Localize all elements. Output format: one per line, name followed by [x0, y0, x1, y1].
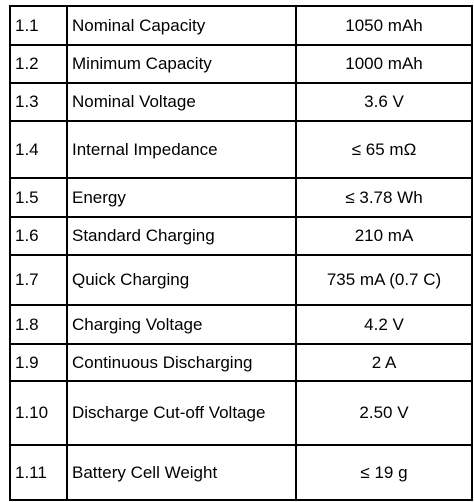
- parameter-name: Discharge Cut-off Voltage: [66, 380, 297, 446]
- item-number: 1.9: [9, 343, 68, 382]
- spec-table: 1.1 Nominal Capacity 1050 mAh 1.2 Minimum Ca…: [9, 5, 473, 501]
- table-row: 1.3 Nominal Voltage 3.6 V: [9, 82, 473, 122]
- table-row: 1.10 Discharge Cut-off Voltage 2.50 V: [9, 380, 473, 446]
- item-number: 1.4: [9, 120, 68, 179]
- parameter-name: Internal Impedance: [66, 120, 297, 179]
- table-row: 1.7 Quick Charging 735 mA (0.7 C): [9, 254, 473, 306]
- item-number: 1.7: [9, 254, 68, 306]
- table-row: 1.5 Energy ≤ 3.78 Wh: [9, 177, 473, 218]
- item-number: 1.1: [9, 5, 68, 46]
- table-row: 1.2 Minimum Capacity 1000 mAh: [9, 44, 473, 84]
- parameter-value: 1000 mAh: [295, 44, 473, 84]
- item-number: 1.2: [9, 44, 68, 84]
- item-number: 1.3: [9, 82, 68, 122]
- item-number: 1.6: [9, 216, 68, 256]
- parameter-value: ≤ 65 mΩ: [295, 120, 473, 179]
- table-row: 1.1 Nominal Capacity 1050 mAh: [9, 5, 473, 46]
- parameter-name: Energy: [66, 177, 297, 218]
- table-row: 1.8 Charging Voltage 4.2 V: [9, 304, 473, 345]
- parameter-name: Quick Charging: [66, 254, 297, 306]
- parameter-name: Nominal Voltage: [66, 82, 297, 122]
- table-row: 1.9 Continuous Discharging 2 A: [9, 343, 473, 382]
- item-number: 1.5: [9, 177, 68, 218]
- parameter-value: ≤ 19 g: [295, 444, 473, 501]
- parameter-value: 2 A: [295, 343, 473, 382]
- item-number: 1.8: [9, 304, 68, 345]
- item-number: 1.10: [9, 380, 68, 446]
- table-row: 1.4 Internal Impedance ≤ 65 mΩ: [9, 120, 473, 179]
- parameter-name: Minimum Capacity: [66, 44, 297, 84]
- parameter-value: 1050 mAh: [295, 5, 473, 46]
- parameter-name: Continuous Discharging: [66, 343, 297, 382]
- parameter-value: 3.6 V: [295, 82, 473, 122]
- parameter-value: ≤ 3.78 Wh: [295, 177, 473, 218]
- parameter-value: 2.50 V: [295, 380, 473, 446]
- parameter-name: Battery Cell Weight: [66, 444, 297, 501]
- parameter-name: Charging Voltage: [66, 304, 297, 345]
- parameter-value: 4.2 V: [295, 304, 473, 345]
- parameter-name: Nominal Capacity: [66, 5, 297, 46]
- item-number: 1.11: [9, 444, 68, 501]
- table-row: 1.6 Standard Charging 210 mA: [9, 216, 473, 256]
- parameter-value: 210 mA: [295, 216, 473, 256]
- table-row: 1.11 Battery Cell Weight ≤ 19 g: [9, 444, 473, 501]
- parameter-value: 735 mA (0.7 C): [295, 254, 473, 306]
- parameter-name: Standard Charging: [66, 216, 297, 256]
